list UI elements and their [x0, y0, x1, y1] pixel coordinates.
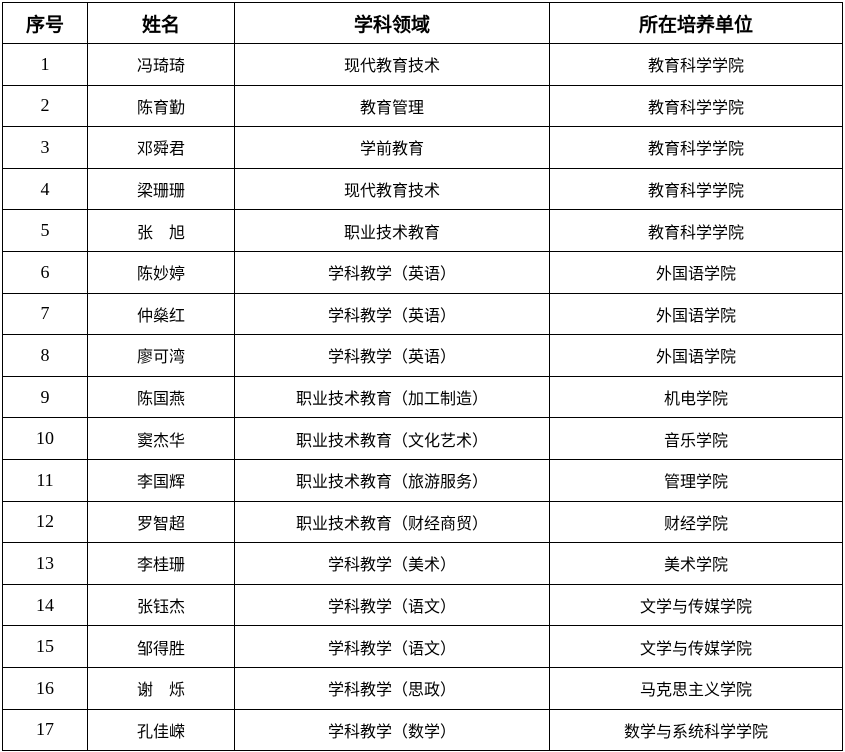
cell-index: 13 — [2, 542, 88, 585]
table-row: 9 陈国燕 职业技术教育（加工制造） 机电学院 — [2, 375, 843, 419]
cell-unit: 财经学院 — [549, 500, 843, 544]
cell-index: 17 — [2, 708, 88, 752]
cell-name: 陈国燕 — [87, 375, 235, 419]
cell-discipline: 职业技术教育（财经商贸） — [234, 500, 550, 544]
cell-index: 7 — [2, 292, 88, 336]
header-index: 序号 — [2, 2, 88, 44]
cell-discipline: 现代教育技术 — [234, 43, 550, 86]
cell-index: 9 — [2, 375, 88, 419]
cell-name: 仲燊红 — [87, 292, 235, 336]
cell-index: 8 — [2, 334, 88, 377]
table-row: 6 陈妙婷 学科教学（英语） 外国语学院 — [2, 250, 843, 294]
table-row: 1 冯琦琦 现代教育技术 教育科学学院 — [2, 43, 843, 86]
cell-name: 梁珊珊 — [87, 167, 235, 211]
cell-discipline: 教育管理 — [234, 84, 550, 128]
cell-unit: 外国语学院 — [549, 292, 843, 336]
table-row: 17 孔佳嵘 学科教学（数学） 数学与系统科学学院 — [2, 708, 843, 752]
table-row: 11 李国辉 职业技术教育（旅游服务） 管理学院 — [2, 458, 843, 502]
cell-index: 5 — [2, 209, 88, 252]
cell-name: 罗智超 — [87, 500, 235, 544]
cell-name: 邹得胜 — [87, 625, 235, 668]
cell-discipline: 职业技术教育（加工制造） — [234, 375, 550, 419]
cell-discipline: 学科教学（数学） — [234, 708, 550, 752]
table-row: 15 邹得胜 学科教学（语文） 文学与传媒学院 — [2, 625, 843, 668]
cell-unit: 教育科学学院 — [549, 209, 843, 252]
cell-name: 张 旭 — [87, 209, 235, 252]
cell-name: 张钰杰 — [87, 583, 235, 627]
cell-index: 11 — [2, 458, 88, 502]
cell-index: 3 — [2, 126, 88, 169]
cell-index: 12 — [2, 500, 88, 544]
cell-discipline: 学科教学（语文） — [234, 583, 550, 627]
table-row: 7 仲燊红 学科教学（英语） 外国语学院 — [2, 292, 843, 336]
cell-discipline: 职业技术教育（旅游服务） — [234, 458, 550, 502]
cell-unit: 机电学院 — [549, 375, 843, 419]
table-row: 12 罗智超 职业技术教育（财经商贸） 财经学院 — [2, 500, 843, 544]
cell-discipline: 学科教学（思政） — [234, 666, 550, 710]
cell-unit: 教育科学学院 — [549, 43, 843, 86]
cell-name: 李国辉 — [87, 458, 235, 502]
cell-unit: 文学与传媒学院 — [549, 583, 843, 627]
cell-unit: 美术学院 — [549, 542, 843, 585]
cell-name: 窦杰华 — [87, 417, 235, 460]
cell-name: 孔佳嵘 — [87, 708, 235, 752]
cell-discipline: 学科教学（语文） — [234, 625, 550, 668]
header-name: 姓名 — [87, 2, 235, 44]
cell-name: 李桂珊 — [87, 542, 235, 585]
table-row: 13 李桂珊 学科教学（美术） 美术学院 — [2, 542, 843, 585]
cell-unit: 外国语学院 — [549, 250, 843, 294]
cell-discipline: 现代教育技术 — [234, 167, 550, 211]
table-row: 2 陈育勤 教育管理 教育科学学院 — [2, 84, 843, 128]
table-row: 10 窦杰华 职业技术教育（文化艺术） 音乐学院 — [2, 417, 843, 460]
header-unit: 所在培养单位 — [549, 2, 843, 44]
table-row: 14 张钰杰 学科教学（语文） 文学与传媒学院 — [2, 583, 843, 627]
cell-unit: 教育科学学院 — [549, 126, 843, 169]
cell-unit: 数学与系统科学学院 — [549, 708, 843, 752]
cell-unit: 管理学院 — [549, 458, 843, 502]
cell-name: 陈妙婷 — [87, 250, 235, 294]
table-header-row: 序号 姓名 学科领域 所在培养单位 — [2, 2, 843, 44]
cell-name: 邓舜君 — [87, 126, 235, 169]
table-row: 16 谢 烁学科教学（思政） 马克思主义学院 — [2, 666, 843, 710]
cell-name: 谢 烁 — [87, 666, 235, 710]
cell-index: 10 — [2, 417, 88, 460]
cell-index: 4 — [2, 167, 88, 211]
cell-unit: 音乐学院 — [549, 417, 843, 460]
cell-discipline: 学科教学（英语） — [234, 334, 550, 377]
cell-index: 6 — [2, 250, 88, 294]
cell-unit: 外国语学院 — [549, 334, 843, 377]
cell-index: 14 — [2, 583, 88, 627]
cell-unit: 教育科学学院 — [549, 84, 843, 128]
cell-name: 冯琦琦 — [87, 43, 235, 86]
cell-unit: 马克思主义学院 — [549, 666, 843, 710]
cell-index: 15 — [2, 625, 88, 668]
header-discipline: 学科领域 — [234, 2, 550, 44]
table-row: 8 廖可湾 学科教学（英语） 外国语学院 — [2, 334, 843, 377]
cell-discipline: 学科教学（英语） — [234, 292, 550, 336]
cell-discipline: 职业技术教育（文化艺术） — [234, 417, 550, 460]
cell-index: 2 — [2, 84, 88, 128]
table-row: 3 邓舜君 学前教育 教育科学学院 — [2, 126, 843, 169]
table-row: 4 梁珊珊 现代教育技术 教育科学学院 — [2, 167, 843, 211]
cell-unit: 文学与传媒学院 — [549, 625, 843, 668]
cell-discipline: 职业技术教育 — [234, 209, 550, 252]
cell-index: 16 — [2, 666, 88, 710]
cell-name: 陈育勤 — [87, 84, 235, 128]
cell-discipline: 学科教学（美术） — [234, 542, 550, 585]
cell-name: 廖可湾 — [87, 334, 235, 377]
cell-index: 1 — [2, 43, 88, 86]
cell-unit: 教育科学学院 — [549, 167, 843, 211]
cell-discipline: 学前教育 — [234, 126, 550, 169]
cell-discipline: 学科教学（英语） — [234, 250, 550, 294]
